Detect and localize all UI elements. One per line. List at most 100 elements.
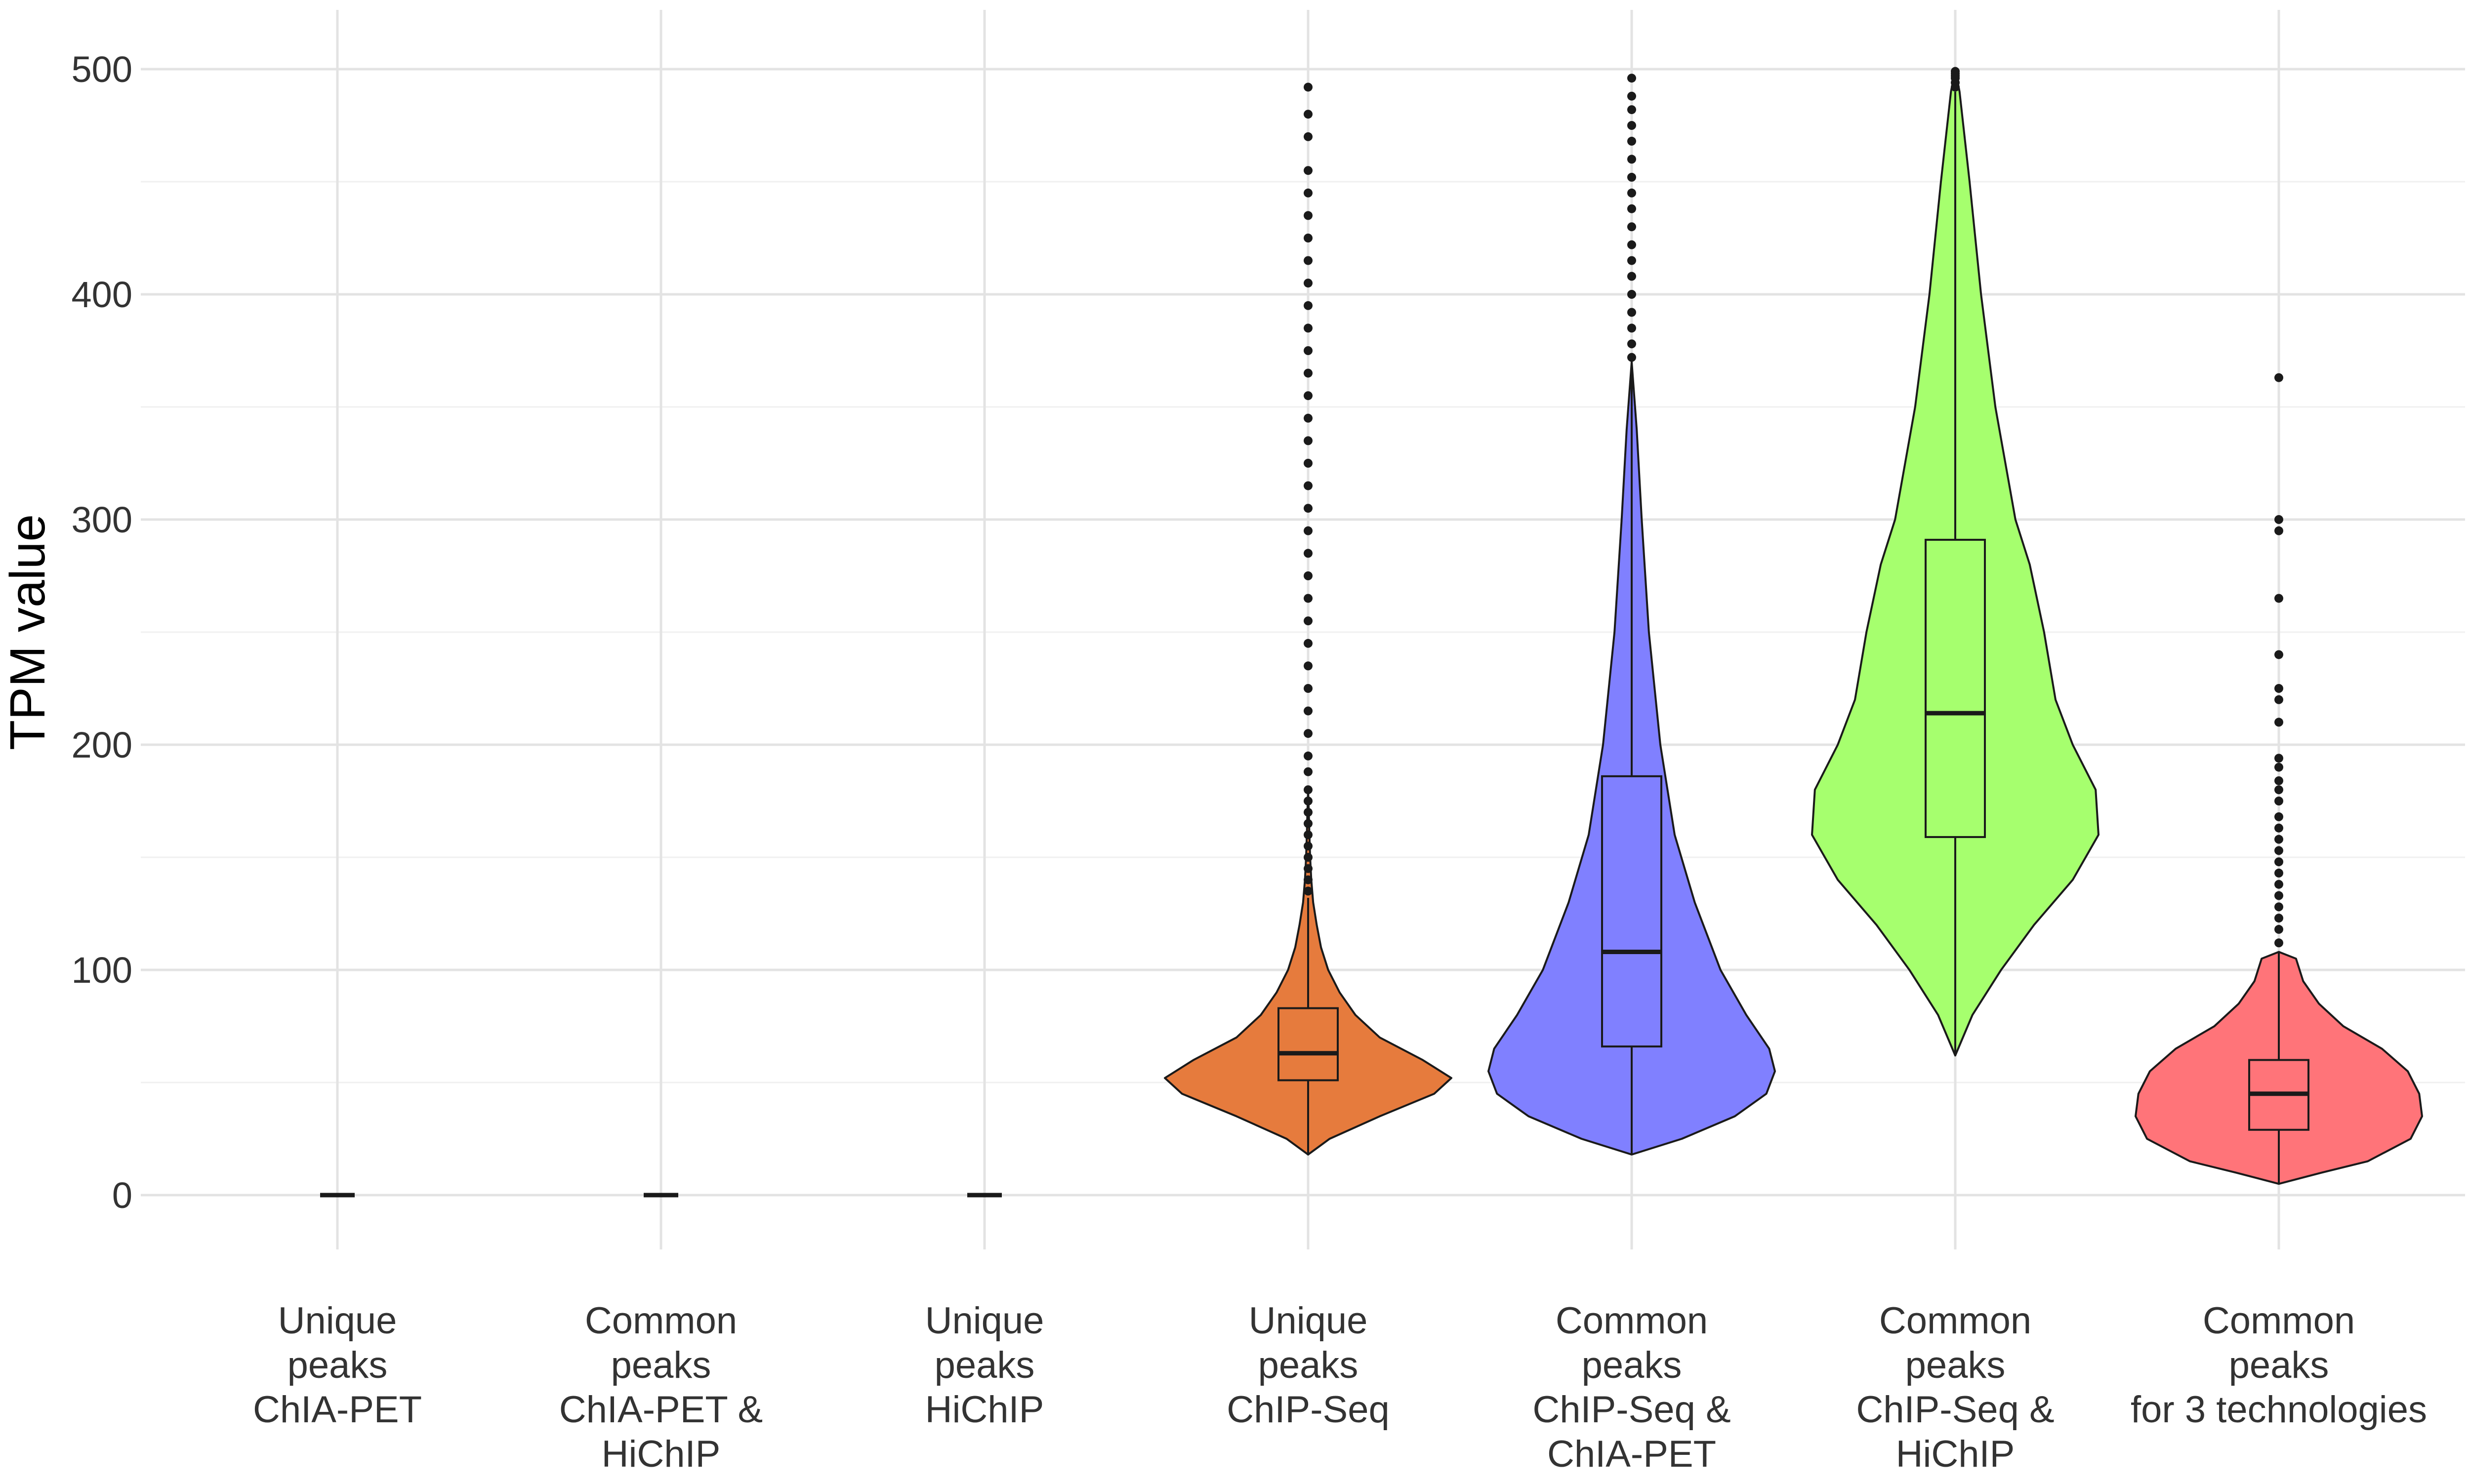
outlier-point: [1304, 110, 1313, 119]
outlier-point: [1304, 211, 1313, 220]
outlier-point: [1304, 729, 1313, 738]
outlier-point: [1304, 830, 1313, 839]
outlier-point: [1304, 707, 1313, 716]
x-category-label: Common peaks ChIP-Seq & HiChIP: [1856, 1300, 2054, 1475]
outlier-point: [1627, 92, 1636, 101]
box-body: [1602, 776, 1661, 1046]
outlier-point: [1304, 684, 1313, 693]
outlier-point: [1304, 301, 1313, 310]
outlier-point: [2274, 812, 2283, 821]
x-category-label: Common peaks for 3 technologies: [2131, 1300, 2427, 1431]
outlier-point: [2274, 797, 2283, 805]
outlier-point: [2274, 925, 2283, 934]
outlier-point: [1627, 204, 1636, 213]
outlier-point: [1304, 189, 1313, 198]
x-category-label-line: peaks: [288, 1344, 388, 1386]
outlier-point: [2274, 880, 2283, 889]
outlier-point: [1304, 369, 1313, 378]
outlier-point: [1304, 323, 1313, 332]
outlier-point: [1304, 752, 1313, 761]
outlier-point: [2274, 835, 2283, 844]
outlier-point: [1304, 767, 1313, 776]
y-axis-ticks: 0 100 200 300 400 500: [72, 49, 132, 1216]
x-category-label-line: Unique: [278, 1300, 397, 1342]
outlier-point: [1627, 155, 1636, 163]
outlier-point: [1627, 272, 1636, 281]
y-tick-label: 200: [72, 724, 132, 765]
y-tick-label: 300: [72, 499, 132, 540]
outlier-point: [2274, 515, 2283, 524]
outlier-point: [1627, 323, 1636, 332]
x-category-label-line: Unique: [925, 1300, 1044, 1342]
outlier-point: [2274, 938, 2283, 947]
x-category-label-line: ChIP-Seq &: [1856, 1389, 2054, 1431]
outlier-point: [1304, 661, 1313, 670]
outlier-point: [1304, 132, 1313, 141]
outlier-point: [1627, 137, 1636, 146]
x-category-label-line: peaks: [1582, 1344, 1682, 1386]
x-category-label-line: for 3 technologies: [2131, 1389, 2427, 1431]
x-category-label-line: peaks: [935, 1344, 1035, 1386]
outlier-point: [1304, 808, 1313, 817]
outlier-point: [1304, 346, 1313, 355]
outlier-point: [1627, 256, 1636, 265]
outlier-point: [2274, 776, 2283, 785]
outlier-point: [1627, 189, 1636, 198]
outlier-point: [1304, 549, 1313, 558]
outlier-point: [1304, 571, 1313, 580]
x-category-label-line: Common: [585, 1300, 737, 1342]
outlier-point: [2274, 891, 2283, 900]
x-category-label-line: ChIA-PET &: [559, 1389, 763, 1431]
outlier-point: [1304, 526, 1313, 535]
x-category-label-line: Common: [2203, 1300, 2355, 1342]
outlier-point: [2274, 373, 2283, 382]
outlier-point: [2274, 902, 2283, 911]
y-tick-label: 0: [112, 1175, 132, 1216]
x-category-label-line: Unique: [1249, 1300, 1368, 1342]
outlier-point: [2274, 718, 2283, 726]
y-tick-label: 500: [72, 49, 132, 90]
outlier-point: [1304, 436, 1313, 445]
x-category-label-line: Common: [1556, 1300, 1708, 1342]
outlier-point: [1304, 876, 1313, 884]
outlier-point: [2274, 857, 2283, 866]
outlier-point: [1304, 391, 1313, 400]
outlier-point: [1627, 353, 1636, 362]
x-category-label: Unique peaks HiChIP: [925, 1300, 1044, 1431]
y-axis-label: TPM value: [0, 514, 55, 750]
x-category-label: Unique peaks ChIA-PET: [253, 1300, 422, 1431]
outlier-points: [1304, 67, 2283, 948]
outlier-point: [2274, 763, 2283, 772]
x-category-label-line: ChIA-PET: [1547, 1433, 1716, 1475]
x-category-label-line: ChIP-Seq: [1227, 1389, 1390, 1431]
outlier-point: [2274, 526, 2283, 535]
outlier-point: [1304, 853, 1313, 862]
x-category-label: Common peaks ChIP-Seq & ChIA-PET: [1532, 1300, 1730, 1475]
outlier-point: [2274, 754, 2283, 762]
outlier-point: [1627, 173, 1636, 182]
outlier-point: [2274, 869, 2283, 878]
y-tick-label: 400: [72, 274, 132, 315]
outlier-point: [1951, 67, 1960, 76]
x-category-label-line: peaks: [1905, 1344, 2006, 1386]
x-category-label-line: ChIA-PET: [253, 1389, 422, 1431]
outlier-point: [1304, 785, 1313, 794]
x-category-label-line: HiChIP: [602, 1433, 721, 1475]
outlier-point: [2274, 785, 2283, 794]
outlier-point: [1304, 864, 1313, 873]
box-body: [1926, 540, 1985, 837]
x-category-label-line: Common: [1879, 1300, 2031, 1342]
outlier-point: [1627, 105, 1636, 114]
outlier-point: [1304, 819, 1313, 828]
outlier-point: [1304, 639, 1313, 648]
outlier-point: [1627, 290, 1636, 299]
outlier-point: [1304, 886, 1313, 895]
outlier-point: [1304, 616, 1313, 625]
outlier-point: [2274, 914, 2283, 922]
outlier-point: [2274, 594, 2283, 603]
outlier-point: [2274, 824, 2283, 833]
outlier-point: [1304, 842, 1313, 850]
box-body: [1278, 1008, 1338, 1081]
